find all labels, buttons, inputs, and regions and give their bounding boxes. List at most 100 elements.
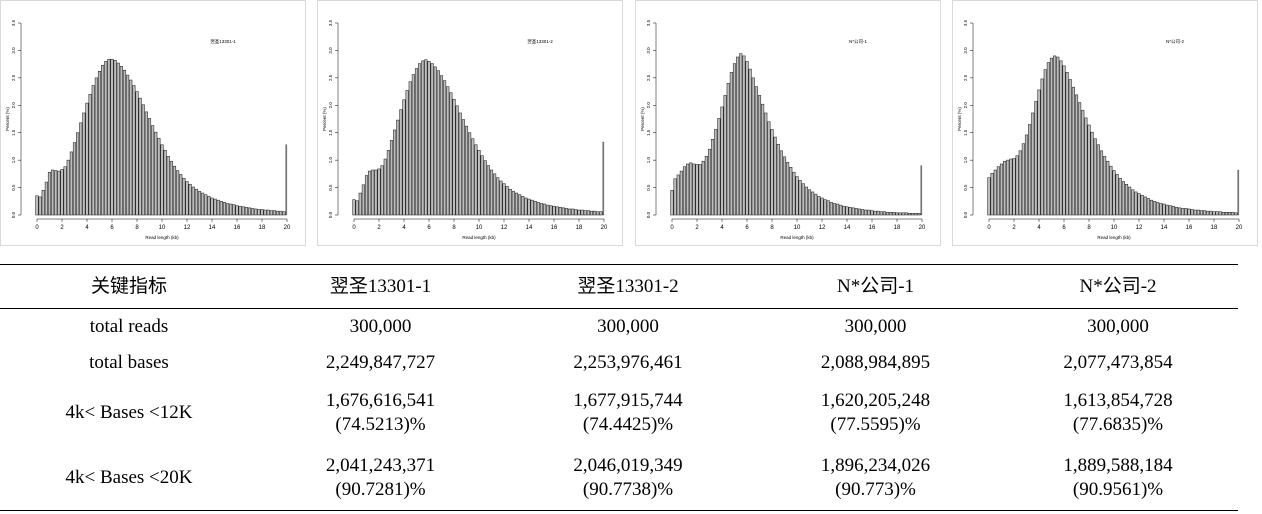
histogram-bar: [1106, 160, 1110, 216]
histogram-bar: [1209, 210, 1213, 216]
histogram-bar: [188, 184, 192, 216]
y-tick-label: 0.0: [11, 211, 16, 218]
histogram-bar: [172, 165, 177, 216]
histogram-bar: [892, 211, 896, 216]
histogram-bar: [1078, 102, 1082, 216]
histogram-bar: [882, 211, 887, 216]
histogram-bar: [446, 86, 450, 216]
x-axis-label: Read length (kb): [462, 235, 496, 240]
histogram-bar: [1156, 202, 1160, 216]
x-tick-label: 0: [352, 225, 356, 231]
table-cell: 2,046,019,349 (90.7738)%: [503, 446, 753, 511]
histogram-bar: [795, 176, 799, 216]
cell-bases: 1,896,234,026: [820, 454, 931, 476]
histogram-bar: [458, 112, 462, 216]
y-tick-label: 0.5: [963, 184, 968, 191]
histogram-bar: [574, 209, 578, 216]
x-tick-label: 8: [135, 225, 139, 231]
histogram-bar: [764, 112, 768, 216]
histogram-bar: [1196, 209, 1200, 216]
cell-percent: (74.4425)%: [582, 414, 674, 435]
histogram-bar: [1184, 208, 1188, 216]
histogram-bar: [748, 68, 752, 216]
chart-title: N*公司-1: [849, 39, 867, 44]
histogram-panel-2: 0 2 4 6 8 10 12 14 16 18 20 0.0 0.5 1.0 1.5 2.0 2.5 3.0 3.…: [317, 0, 623, 246]
table-row: total bases 2,249,847,727 2,253,976,461 …: [0, 345, 1238, 381]
histogram-4: 0 2 4 6 8 10 12 14 16 18 20 0.0 0.5 1.0 1.5 2.0 2.5 3.0 3.…: [957, 19, 1243, 240]
histogram-bar: [521, 196, 525, 216]
cell-bases: 1,676,616,541: [325, 390, 436, 411]
histogram-bar: [1059, 60, 1063, 216]
histogram-bar: [477, 149, 481, 216]
histogram-bar: [201, 192, 205, 216]
histogram-bar: [44, 181, 48, 216]
x-tick-label: 6: [427, 225, 431, 231]
histogram-bar: [993, 169, 997, 216]
histogram-bar: [1231, 211, 1235, 216]
histogram-bar: [1131, 189, 1135, 216]
x-tick-label: 10: [159, 225, 166, 231]
histogram-bar: [889, 211, 893, 216]
x-tick-label: 12: [1136, 225, 1143, 231]
histogram-bar: [436, 70, 440, 216]
histogram-bar: [377, 168, 381, 216]
y-tick-label: 1.0: [328, 157, 333, 164]
table-cell: 2,253,976,461: [573, 351, 683, 373]
histogram-bar: [857, 208, 862, 216]
histogram-bar: [767, 121, 771, 216]
histogram-bar: [602, 141, 605, 216]
histogram-bar: [870, 210, 874, 216]
x-tick-label: 2: [60, 225, 64, 231]
histogram-bar: [229, 203, 233, 216]
histogram-bar: [1028, 124, 1032, 216]
histogram-bar: [564, 208, 569, 216]
histogram-bar: [851, 207, 855, 216]
y-tick-label: 0.0: [328, 211, 333, 218]
x-tick-label: 6: [1062, 225, 1066, 231]
histogram-bar: [770, 129, 774, 216]
x-tick-label: 8: [452, 225, 456, 231]
histogram-bar: [1153, 201, 1157, 216]
histogram-bar: [368, 170, 372, 216]
histogram-bar: [1162, 203, 1166, 216]
histogram-bar: [380, 165, 384, 216]
histogram-bar: [895, 212, 899, 216]
histogram-bar: [113, 60, 117, 216]
histogram-bar: [1181, 208, 1185, 216]
cell-percent: (90.773)%: [835, 478, 916, 500]
row-label: 4k< Bases <20K: [65, 466, 193, 488]
histogram-bar: [104, 61, 108, 216]
histogram-bar: [848, 207, 852, 216]
histogram-bar: [276, 210, 280, 216]
histogram-bar: [1190, 209, 1194, 216]
histogram-bar: [536, 202, 540, 216]
histogram-bar: [91, 85, 95, 216]
histogram-bar: [1003, 160, 1007, 216]
y-axis-label: Percent (%): [322, 107, 327, 131]
histogram-bar: [461, 119, 465, 216]
x-tick-label: 12: [819, 225, 826, 231]
table-row: 4k< Bases <12K 1,676,616,541 (74.5213)% 1…: [0, 381, 1238, 446]
histogram-bar: [69, 151, 73, 216]
histogram-bar: [1203, 210, 1207, 216]
x-tick-label: 14: [1161, 225, 1168, 231]
histogram-bar: [464, 125, 469, 216]
histogram-bar: [1187, 208, 1191, 216]
y-tick-label: 3.0: [646, 47, 651, 54]
histogram-bar: [879, 211, 883, 216]
x-tick-label: 8: [770, 225, 774, 231]
histogram-bar: [452, 98, 456, 216]
histogram-bar: [176, 170, 180, 216]
header-sample-1: 翌圣13301-1: [329, 275, 432, 297]
histogram-bar: [707, 148, 712, 216]
histogram-bar: [593, 210, 597, 216]
histogram-bar: [583, 210, 587, 216]
x-tick-label: 18: [1211, 225, 1218, 231]
histogram-bar: [197, 191, 202, 216]
histogram-bar: [1165, 204, 1169, 216]
histogram-bar: [1134, 191, 1138, 216]
histogram-bar: [1118, 177, 1122, 216]
histogram-bar: [396, 119, 400, 216]
histogram-bar: [1121, 181, 1125, 216]
histogram-bar: [471, 138, 475, 216]
